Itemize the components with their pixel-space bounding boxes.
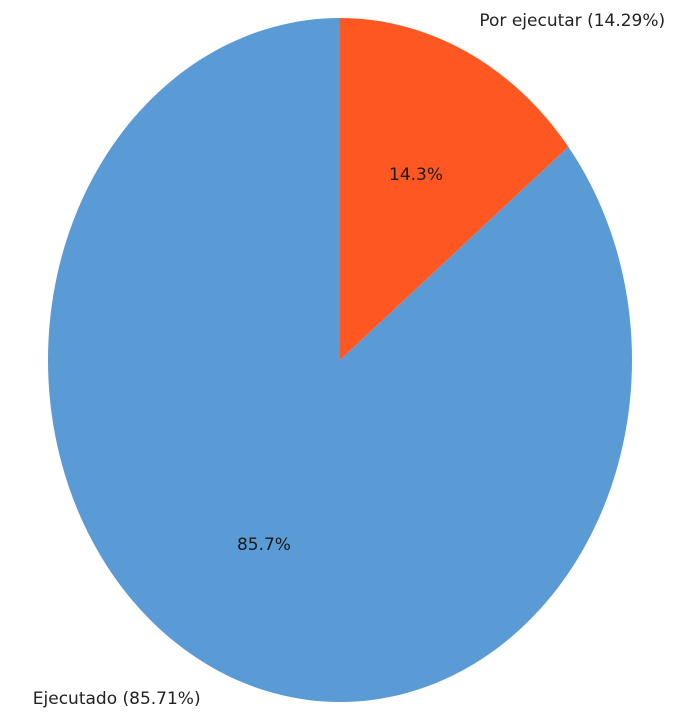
pie-slice-label-1: Ejecutado (85.71%) — [33, 689, 201, 709]
pie-slice-label-0: Por ejecutar (14.29%) — [479, 11, 665, 31]
pie-slice-labels: Por ejecutar (14.29%) Ejecutado (85.71%) — [33, 11, 665, 709]
pie-percent-labels: 14.3% 85.7% — [237, 165, 443, 555]
pie-percent-label-0: 14.3% — [389, 165, 443, 185]
pie-percent-label-1: 85.7% — [237, 535, 291, 555]
pie-slices — [47, 18, 632, 702]
pie-slice-1 — [47, 18, 632, 702]
pie-slice-0 — [340, 18, 569, 360]
